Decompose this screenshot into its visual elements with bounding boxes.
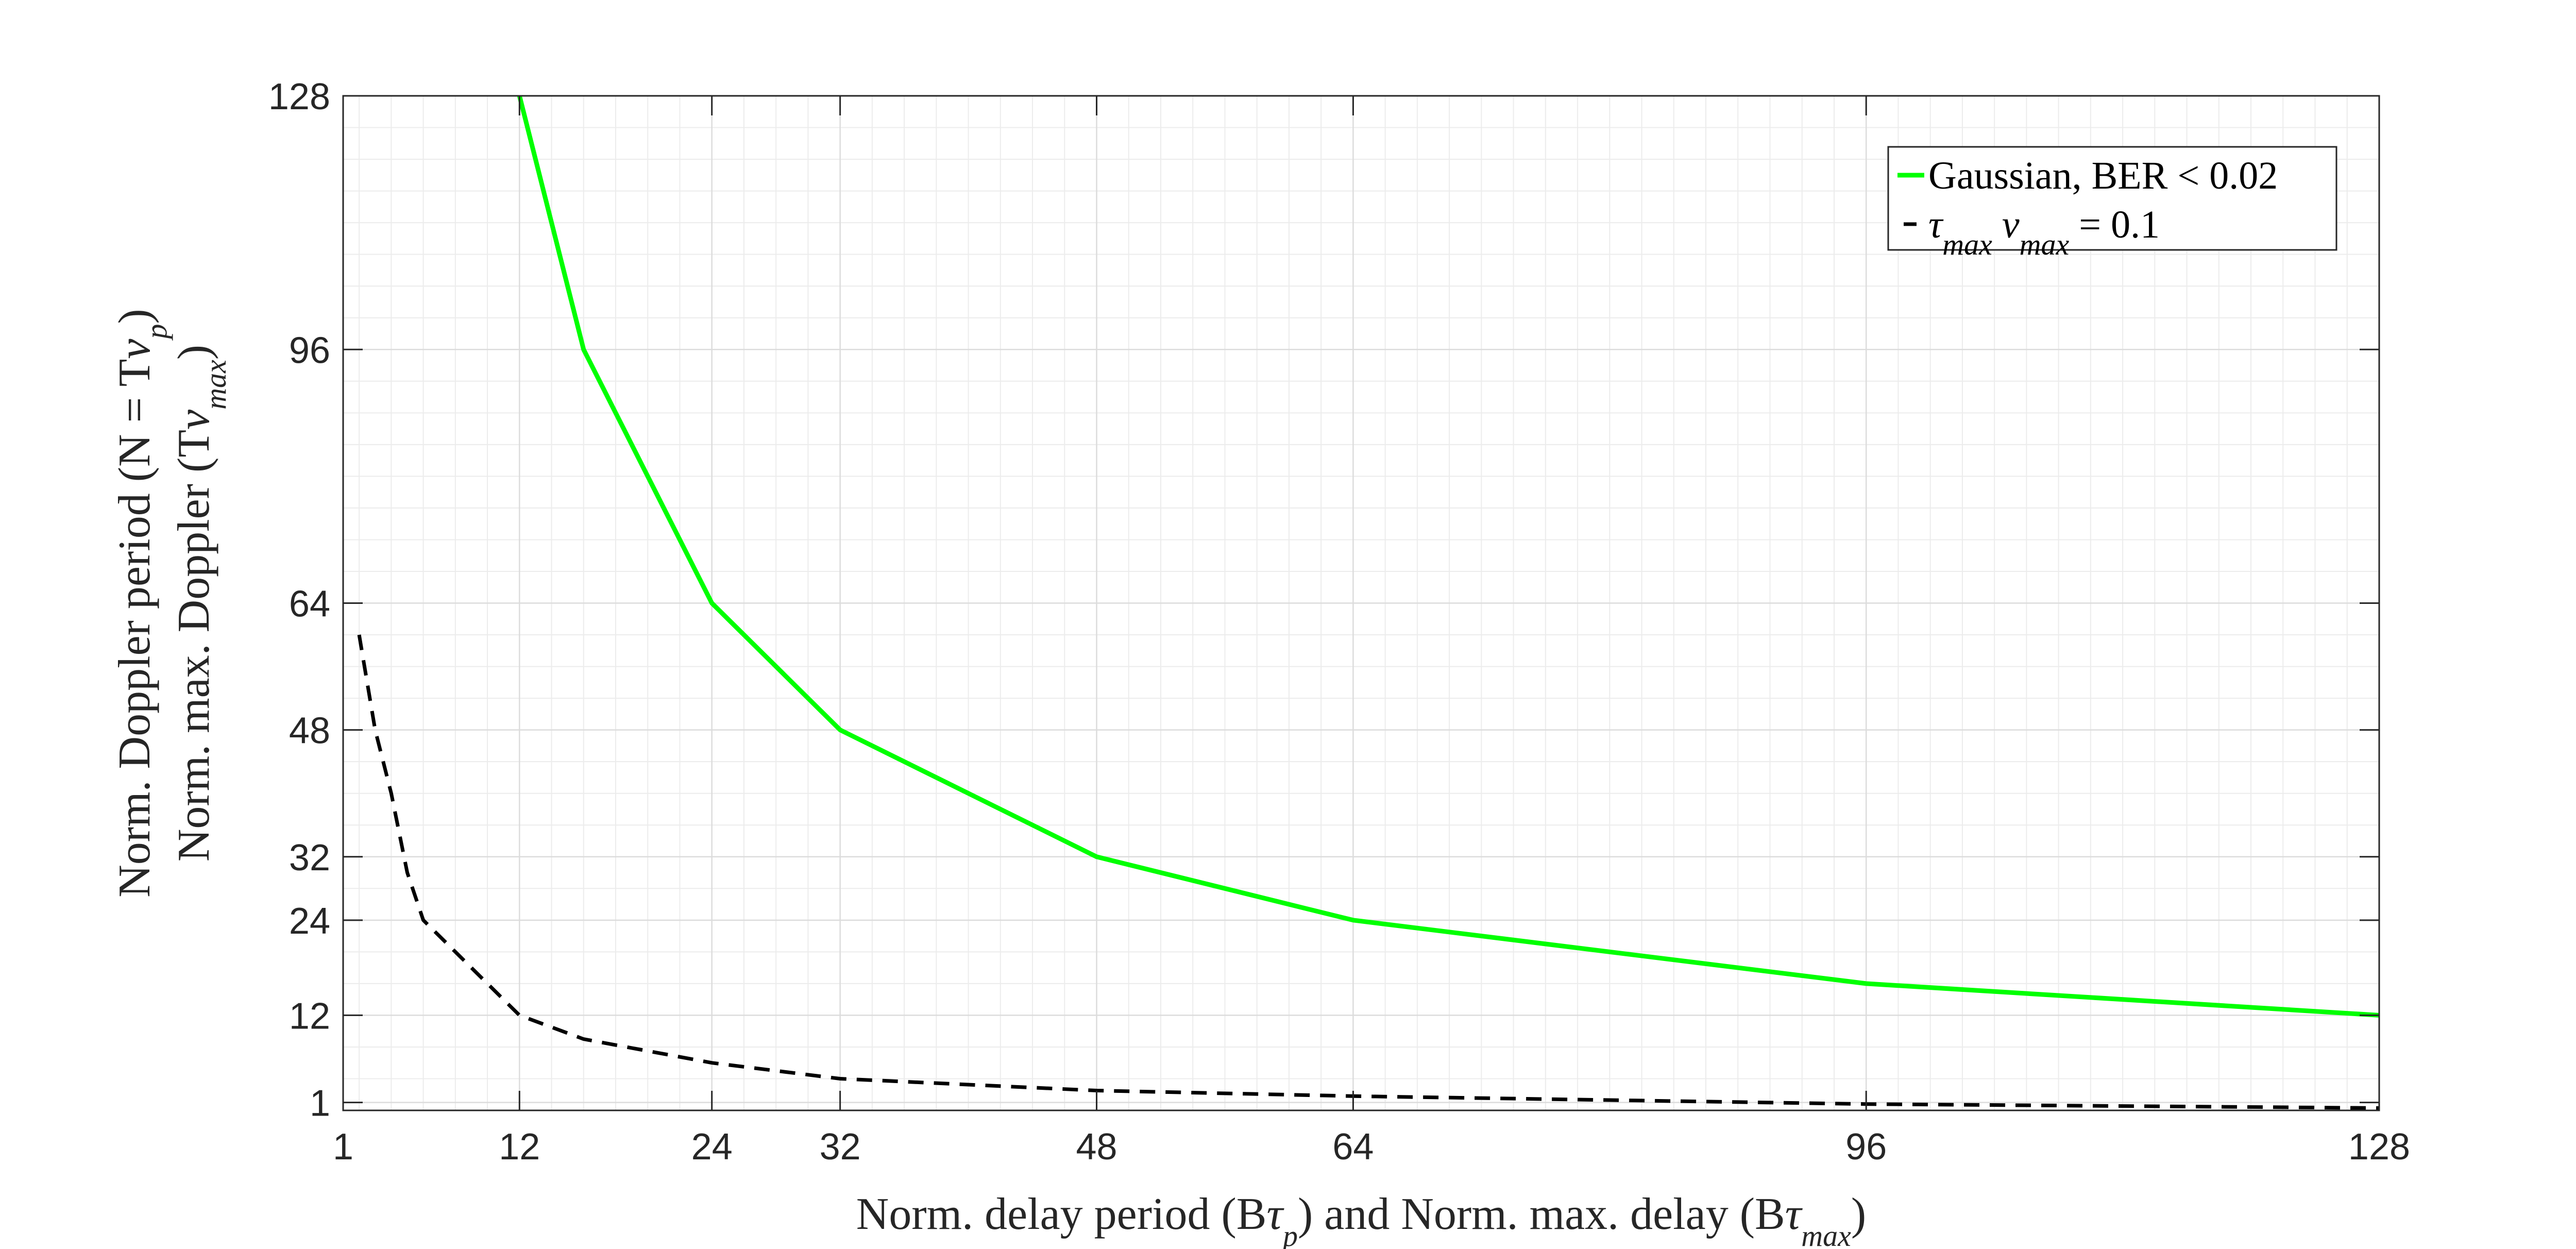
- x-tick-label: 24: [691, 1126, 733, 1168]
- y-tick-label: 12: [289, 995, 330, 1037]
- legend-label-tau-nu: τmax νmax = 0.1: [1928, 203, 2160, 261]
- y-tick-label: 128: [268, 76, 330, 117]
- x-tick-label: 12: [499, 1126, 540, 1168]
- y-tick-label: 24: [289, 901, 330, 942]
- ticks: [342, 95, 2380, 1110]
- tick-labels: 1 12 24 32 48 64 96 128 1 12 24 32 48 64 96 128: [268, 76, 2410, 1168]
- x-tick-label: 32: [820, 1126, 861, 1168]
- legend-label-gaussian: Gaussian, BER < 0.02: [1928, 154, 2278, 197]
- x-tick-label: 64: [1332, 1126, 1374, 1168]
- legend: Gaussian, BER < 0.02 τmax νmax = 0.1: [1887, 146, 2337, 261]
- y-tick-label: 64: [289, 584, 330, 625]
- y-tick-label: 96: [289, 330, 330, 371]
- x-tick-label: 48: [1076, 1126, 1117, 1168]
- series-layer: [357, 95, 2380, 1110]
- x-tick-label: 1: [333, 1126, 353, 1168]
- x-axis-label: Norm. delay period (Bτp) and Norm. max. …: [856, 1189, 1866, 1249]
- y-tick-label: 1: [310, 1083, 330, 1124]
- y-axis-label-line2: Norm. max. Doppler (Tνmax): [169, 345, 232, 862]
- y-tick-label: 48: [289, 711, 330, 752]
- series-line-0: [517, 95, 2380, 1018]
- x-tick-label: 96: [1845, 1126, 1887, 1168]
- x-tick-label: 128: [2348, 1126, 2410, 1168]
- legend-box: [1887, 146, 2337, 251]
- y-axis-label-line1: Norm. Doppler period (N = Tνp): [110, 309, 173, 898]
- y-tick-label: 32: [289, 837, 330, 879]
